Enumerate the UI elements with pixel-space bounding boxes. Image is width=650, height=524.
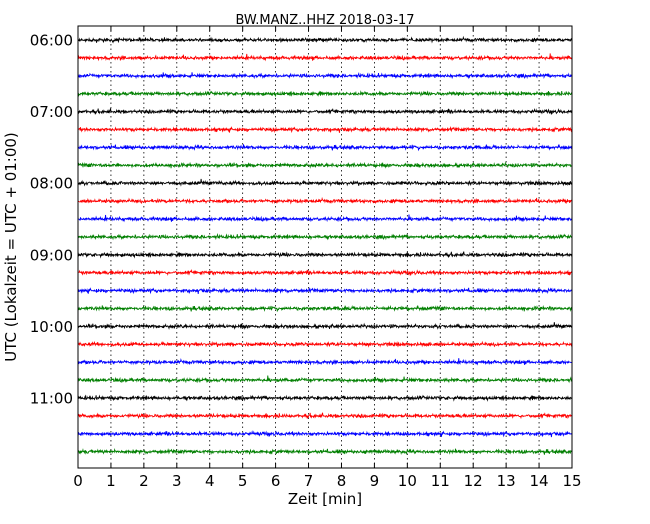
seismic-trace: [77, 269, 573, 276]
seismic-trace: [77, 196, 573, 205]
grid-layer: [110, 26, 540, 468]
seismic-trace: [77, 233, 573, 241]
seismic-trace: [77, 358, 573, 366]
x-tick-label: 15: [562, 472, 581, 490]
plot-frame: [77, 25, 573, 469]
x-tick-label: 2: [139, 472, 149, 490]
seismic-trace: [77, 251, 573, 259]
seismic-trace: [77, 53, 573, 62]
y-tick-label: 08:00: [30, 175, 73, 193]
seismic-trace: [77, 143, 573, 152]
y-tick-label: 11:00: [30, 390, 73, 408]
seismic-trace: [77, 161, 573, 169]
y-tick-label: 06:00: [30, 32, 73, 50]
traces-layer: [77, 35, 573, 456]
seismic-trace: [77, 214, 573, 223]
x-tick-label: 3: [172, 472, 182, 490]
x-tick-label: 8: [337, 472, 347, 490]
x-axis-label: Zeit [min]: [288, 490, 362, 508]
seismic-trace: [77, 448, 573, 456]
seismic-trace: [77, 412, 573, 420]
y-tick-label: 09:00: [30, 246, 73, 264]
y-axis-label: UTC (Lokalzeit = UTC + 01:00): [2, 132, 20, 362]
y-tick-label: 07:00: [30, 103, 73, 121]
seismic-trace: [77, 71, 573, 80]
seismic-trace: [77, 340, 573, 348]
x-tick-label: 11: [431, 472, 450, 490]
x-tick-label: 4: [205, 472, 215, 490]
seismic-trace: [77, 286, 573, 295]
x-tick-label: 1: [106, 472, 116, 490]
seismic-trace: [77, 375, 573, 384]
x-tick-label: 6: [271, 472, 281, 490]
x-tick-label: 7: [304, 472, 314, 490]
x-tick-label: 14: [530, 472, 549, 490]
seismic-trace: [77, 35, 573, 44]
x-tick-label: 12: [464, 472, 483, 490]
x-tick-label: 13: [497, 472, 516, 490]
chart-title: BW.MANZ..HHZ 2018-03-17: [235, 13, 414, 28]
seismic-trace: [77, 125, 573, 134]
seismic-trace: [77, 322, 573, 330]
seismic-trace: [77, 304, 573, 313]
x-tick-label: 9: [370, 472, 380, 490]
x-tick-label: 10: [398, 472, 417, 490]
seismic-trace: [77, 430, 573, 438]
x-tick-label: 0: [73, 472, 83, 490]
seismic-trace: [77, 90, 573, 98]
y-tick-label: 10:00: [30, 318, 73, 336]
seismic-trace: [77, 107, 573, 115]
seismic-trace: [77, 178, 573, 187]
seismic-trace: [77, 394, 573, 402]
ticks-layer: 0 1 2 3 4 5 6 7 8 9 10 11 12 13 14 1506:0007:0008:0009:…: [30, 26, 582, 490]
x-tick-label: 5: [238, 472, 248, 490]
